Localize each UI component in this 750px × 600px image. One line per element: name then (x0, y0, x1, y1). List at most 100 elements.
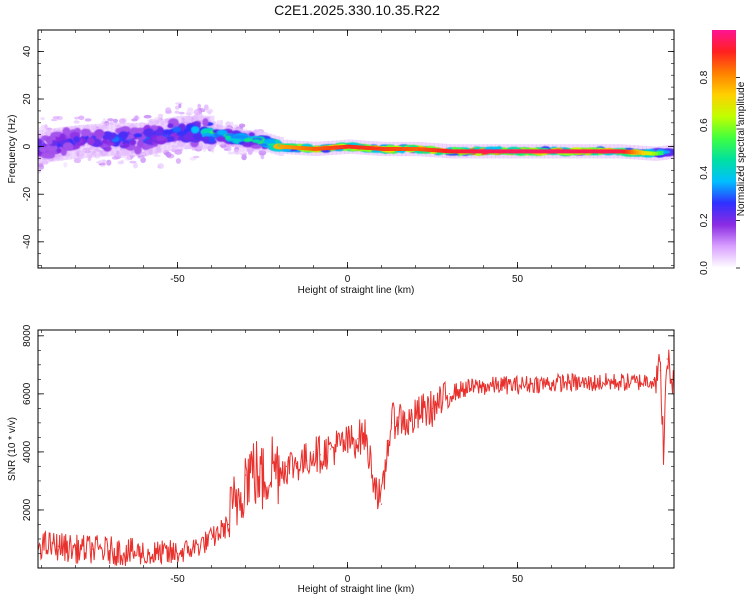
spectrogram-ridge-cell (445, 149, 449, 154)
spectrogram-ridge-cell (336, 145, 340, 150)
page-title: C2E1.2025.330.10.35.R22 (274, 2, 440, 18)
spectrogram-ridge-cell (369, 146, 373, 151)
spectrogram-ridge-cell (401, 147, 405, 151)
spectrogram-cell (186, 131, 194, 139)
colorbar-tick-label: 0.8 (699, 70, 710, 84)
spectrogram-ridge-cell (565, 149, 569, 154)
spectrogram-halo-cell (44, 124, 48, 130)
spectrogram-halo-cell (38, 164, 45, 170)
spectrogram-ridge-cell (347, 144, 351, 149)
spectrogram-ridge-cell (508, 149, 511, 154)
snr-point (210, 538, 213, 540)
spectrogram-ridge-cell (429, 148, 433, 152)
spectrogram-cell (190, 126, 200, 134)
colorbar: 0.0 0.2 0.4 0.6 0.8 Normalized spectral ampl… (699, 30, 747, 275)
snr-ticks: -50 0 50 2000 4000 6000 8000 (22, 324, 674, 585)
spectrogram-cell (102, 131, 113, 139)
spectrogram-cell (46, 138, 53, 145)
spectrogram-ridge-cell (567, 149, 571, 154)
spectrogram-ridge-cell (649, 151, 653, 156)
spectrogram-ridge-cell (616, 149, 620, 154)
snr-point (551, 383, 553, 385)
spectrogram-ridge-cell (339, 145, 343, 150)
spectrogram-ridge-cell (399, 147, 403, 151)
spectrogram-ridge-cell (431, 148, 435, 153)
colorbar-gradient (712, 30, 736, 268)
colorbar-tick-label: 0.6 (699, 118, 710, 132)
spectrogram-ridge-cell (592, 149, 596, 154)
snr-point (421, 410, 423, 412)
spectrogram-ridge-cell (418, 147, 422, 152)
spectrogram-halo-cell (165, 107, 172, 114)
spectrogram-halo-cell (241, 154, 247, 161)
spectrogram-ridge-cell (309, 146, 313, 151)
spectrogram-ridge-cell (578, 149, 582, 154)
spectrogram-halo-cell (175, 105, 180, 110)
colorbar-tick-label: 0.0 (699, 261, 710, 275)
snr-point (636, 381, 638, 383)
spectrogram-halo-cell (73, 120, 80, 124)
spectrogram-cell (73, 136, 80, 143)
spectrogram-halo-cell (175, 148, 184, 152)
spectrogram-halo-cell (107, 118, 114, 122)
spectrogram-ridge-cell (287, 145, 291, 150)
spectrogram-cell (167, 123, 174, 129)
spectrogram-ridge-cell (301, 146, 305, 151)
spectrogram-ridge-cell (510, 149, 514, 154)
snr-point (176, 552, 178, 555)
spectrogram-ridge-cell (538, 149, 541, 154)
spectrogram-ridge-cell (396, 147, 400, 151)
snr-point (125, 551, 127, 553)
spectrogram-ridge-cell (306, 146, 310, 151)
snr-point (391, 422, 393, 424)
spectrogram-ridge-cell (524, 149, 528, 154)
spectrogram-ridge-cell (410, 147, 414, 151)
snr-point (346, 442, 349, 444)
spectrogram-ridge-cell (513, 149, 517, 154)
spectrogram-ridge-cell (372, 146, 375, 151)
spectrogram-cell (38, 139, 43, 146)
spectrogram-xlabel: Height of straight line (km) (298, 285, 415, 296)
spectrogram-ridge-cell (317, 146, 321, 151)
spectrogram-ridge-cell (597, 149, 601, 154)
x-tick-label: 0 (345, 574, 351, 585)
spectrogram-ridge-cell (540, 149, 544, 154)
spectrogram-ridge-cell (622, 149, 626, 154)
spectrogram-halo-cell (260, 155, 265, 160)
spectrogram-halo-cell (192, 155, 200, 159)
spectrogram-halo-cell (87, 157, 92, 162)
spectrogram-halo-cell (226, 144, 230, 151)
spectrogram-ridge-cell (611, 149, 615, 154)
spectrogram-halo-cell (186, 109, 194, 116)
snr-point (244, 474, 247, 476)
snr-line (38, 349, 674, 566)
spectrogram-halo-cell (111, 156, 120, 160)
spectrogram-halo-cell (50, 118, 58, 122)
colorbar-ticks: 0.0 0.2 0.4 0.6 0.8 (699, 70, 740, 275)
spectrogram-ridge-cell (412, 147, 416, 151)
spectrogram-ridge-cell (404, 147, 408, 151)
snr-point (238, 494, 240, 496)
snr-point (91, 548, 93, 550)
y-tick-label: 6000 (22, 382, 33, 405)
spectrogram-cell (59, 133, 66, 142)
y-tick-label: 4000 (22, 440, 33, 463)
spectrogram-ridge-cell (328, 146, 332, 150)
spectrogram-ridge-cell (450, 149, 454, 154)
spectrogram-ridge-cell (459, 149, 463, 154)
spectrogram-ridge-cell (469, 149, 473, 154)
snr-point (448, 393, 451, 395)
spectrogram-ridge-cell (388, 147, 392, 151)
spectrogram-ridge-cell (657, 151, 661, 156)
spectrogram-cell (225, 135, 232, 139)
snr-xlabel: Height of straight line (km) (298, 584, 415, 595)
spectrogram-halo-cell (129, 160, 137, 164)
snr-point (278, 468, 281, 470)
spectrogram-halo-cell (124, 156, 131, 161)
spectrogram-ridge-cell (331, 145, 335, 150)
spectrogram-ridge-cell (304, 146, 307, 151)
spectrogram-ridge-cell (646, 151, 650, 156)
x-tick-label: -50 (170, 274, 185, 285)
spectrogram-ridge-cell (290, 145, 294, 150)
